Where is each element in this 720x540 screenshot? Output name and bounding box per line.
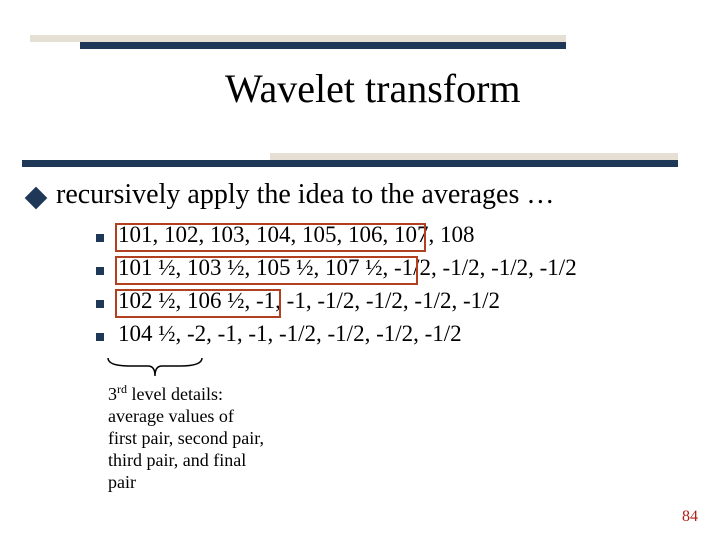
list-item: 104 ½, -2, -1, -1, -1/2, -1/2, -1/2, -1/… [96,321,577,354]
details-line: third pair, and final [108,450,246,470]
details-caption: 3rd level details: average values of fir… [108,382,264,494]
brace-icon [106,356,204,378]
details-line: pair [108,472,136,492]
highlight-box [115,256,418,285]
details-ord: 3 [108,384,117,404]
rule-mid-dark [22,160,678,167]
rule-top-light [30,35,566,42]
details-line: first pair, second pair, [108,428,264,448]
highlight-box [115,289,281,318]
rule-top-dark [80,42,566,49]
details-sup: rd [117,382,127,396]
square-bullet-icon [96,300,104,308]
highlight-box [115,223,426,252]
details-line: average values of [108,406,234,426]
list-item-text: 104 ½, -2, -1, -1, -1/2, -1/2, -1/2, -1/… [118,321,462,347]
slide-title: Wavelet transform [225,65,521,112]
details-rest: level details: [127,384,223,404]
square-bullet-icon [96,267,104,275]
bullet-row: recursively apply the idea to the averag… [28,179,554,211]
rule-mid-light [270,153,678,160]
square-bullet-icon [96,333,104,341]
page-number: 84 [682,508,698,526]
square-bullet-icon [96,234,104,242]
bullet-text: recursively apply the idea to the averag… [56,179,554,211]
diamond-bullet-icon [25,187,48,210]
